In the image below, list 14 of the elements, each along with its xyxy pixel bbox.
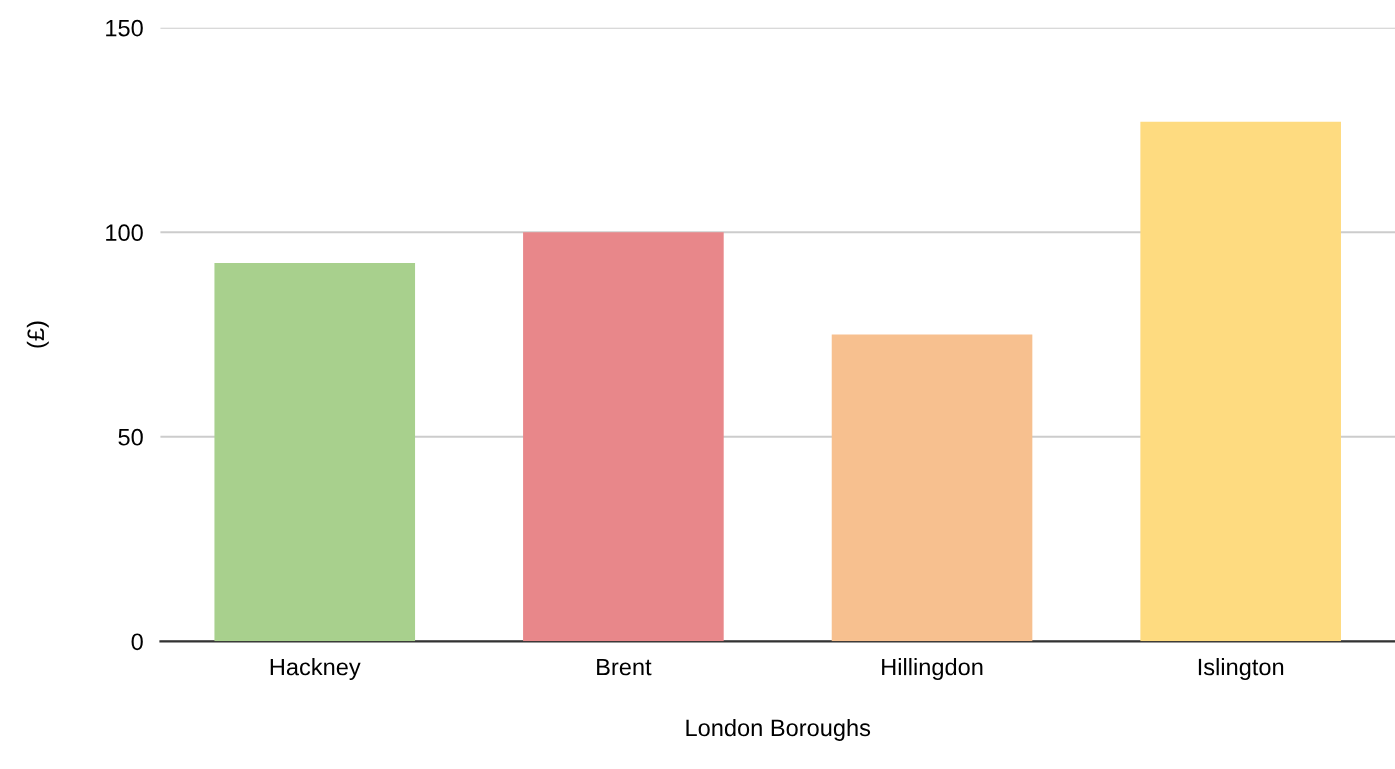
x-tick-label: Hillingdon (882, 658, 983, 681)
y-tick-label: 100 (106, 224, 143, 242)
bar (831, 334, 1033, 642)
y-tick-label: 50 (118, 428, 143, 446)
bar (1140, 121, 1341, 642)
x-tick-label: Brent (597, 658, 652, 676)
x-tick-label: Hackney (270, 658, 361, 681)
y-axis-title: (£) (26, 321, 49, 348)
bar (523, 232, 724, 642)
y-tick-label: 0 (131, 633, 143, 651)
x-tick-label: Islington (1198, 658, 1284, 681)
bar (214, 262, 416, 642)
y-tick-label: 150 (106, 19, 143, 37)
x-axis-title: London Boroughs (686, 718, 871, 741)
